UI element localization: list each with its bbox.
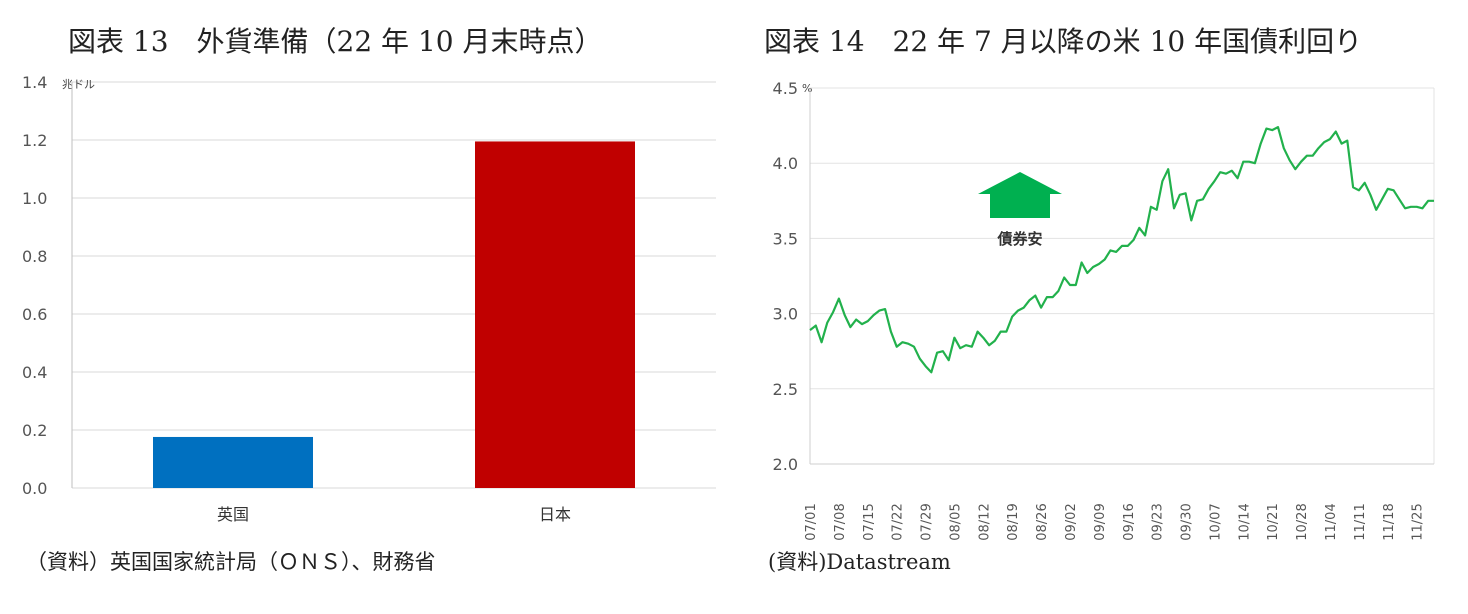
y-tick-label: 0.2	[22, 421, 47, 440]
x-tick-label: 09/16	[1122, 503, 1137, 540]
annotation-label: 債券安	[996, 230, 1042, 248]
y-tick-label: 1.4	[22, 73, 47, 92]
x-tick-label: 08/12	[977, 503, 992, 540]
up-arrow-icon	[978, 172, 1062, 218]
y-tick-label: 2.5	[773, 380, 798, 399]
x-category-label: 英国	[217, 505, 249, 524]
x-tick-label: 07/15	[862, 503, 877, 540]
y-tick-label: 0.6	[22, 305, 47, 324]
y-unit-label: %	[802, 82, 812, 95]
right-source-note: (資料)Datastream	[768, 550, 951, 574]
x-tick-label: 07/22	[891, 503, 906, 540]
y-tick-label: 3.5	[773, 229, 798, 248]
y-tick-label: 0.0	[22, 479, 47, 498]
y-tick-label: 0.4	[22, 363, 47, 382]
y-tick-label: 4.5	[773, 79, 798, 98]
line-chart: 2.0 2.5 3.0 3.5 4.0 4.5 % 07/01 07/08 07/15 07/22 0…	[773, 79, 1435, 540]
x-tick-label: 11/11	[1353, 503, 1368, 540]
y-tick-label: 0.8	[22, 247, 47, 266]
x-tick-label: 08/19	[1006, 503, 1021, 540]
x-tick-label: 07/08	[833, 503, 848, 540]
right-chart-title: 図表 14 22 年 7 月以降の米 10 年国債利回り	[764, 25, 1363, 58]
left-source-note: （資料）英国国家統計局（ＯＮＳ）、財務省	[26, 550, 436, 574]
x-category-label: 日本	[539, 505, 571, 524]
x-tick-label: 11/04	[1324, 503, 1339, 540]
x-tick-label: 07/01	[804, 503, 819, 540]
x-tick-label: 09/02	[1064, 503, 1079, 540]
x-tick-label: 11/18	[1382, 503, 1397, 540]
x-tick-label: 09/30	[1180, 503, 1195, 540]
x-tick-label: 10/14	[1237, 503, 1252, 540]
bar	[153, 436, 313, 488]
y-tick-label: 1.2	[22, 131, 47, 150]
y-tick-label: 1.0	[22, 189, 47, 208]
y-unit-label: 兆ドル	[62, 78, 95, 91]
y-tick-label: 3.0	[773, 305, 798, 324]
x-tick-label: 10/28	[1295, 503, 1310, 540]
x-tick-label: 09/23	[1151, 503, 1166, 540]
y-tick-label: 2.0	[773, 455, 798, 474]
x-tick-label: 11/25	[1411, 503, 1426, 540]
y-tick-label: 4.0	[773, 154, 798, 173]
x-tick-label: 08/26	[1035, 503, 1050, 540]
left-chart-title: 図表 13 外貨準備（22 年 10 月末時点）	[68, 25, 603, 58]
x-tick-label: 07/29	[920, 503, 935, 540]
x-tick-label: 09/09	[1093, 503, 1108, 540]
x-tick-label: 10/21	[1266, 503, 1281, 540]
x-tick-label: 10/07	[1208, 503, 1223, 540]
x-tick-label: 08/05	[948, 503, 963, 540]
bar	[475, 141, 635, 488]
yield-series-line	[809, 125, 1434, 374]
